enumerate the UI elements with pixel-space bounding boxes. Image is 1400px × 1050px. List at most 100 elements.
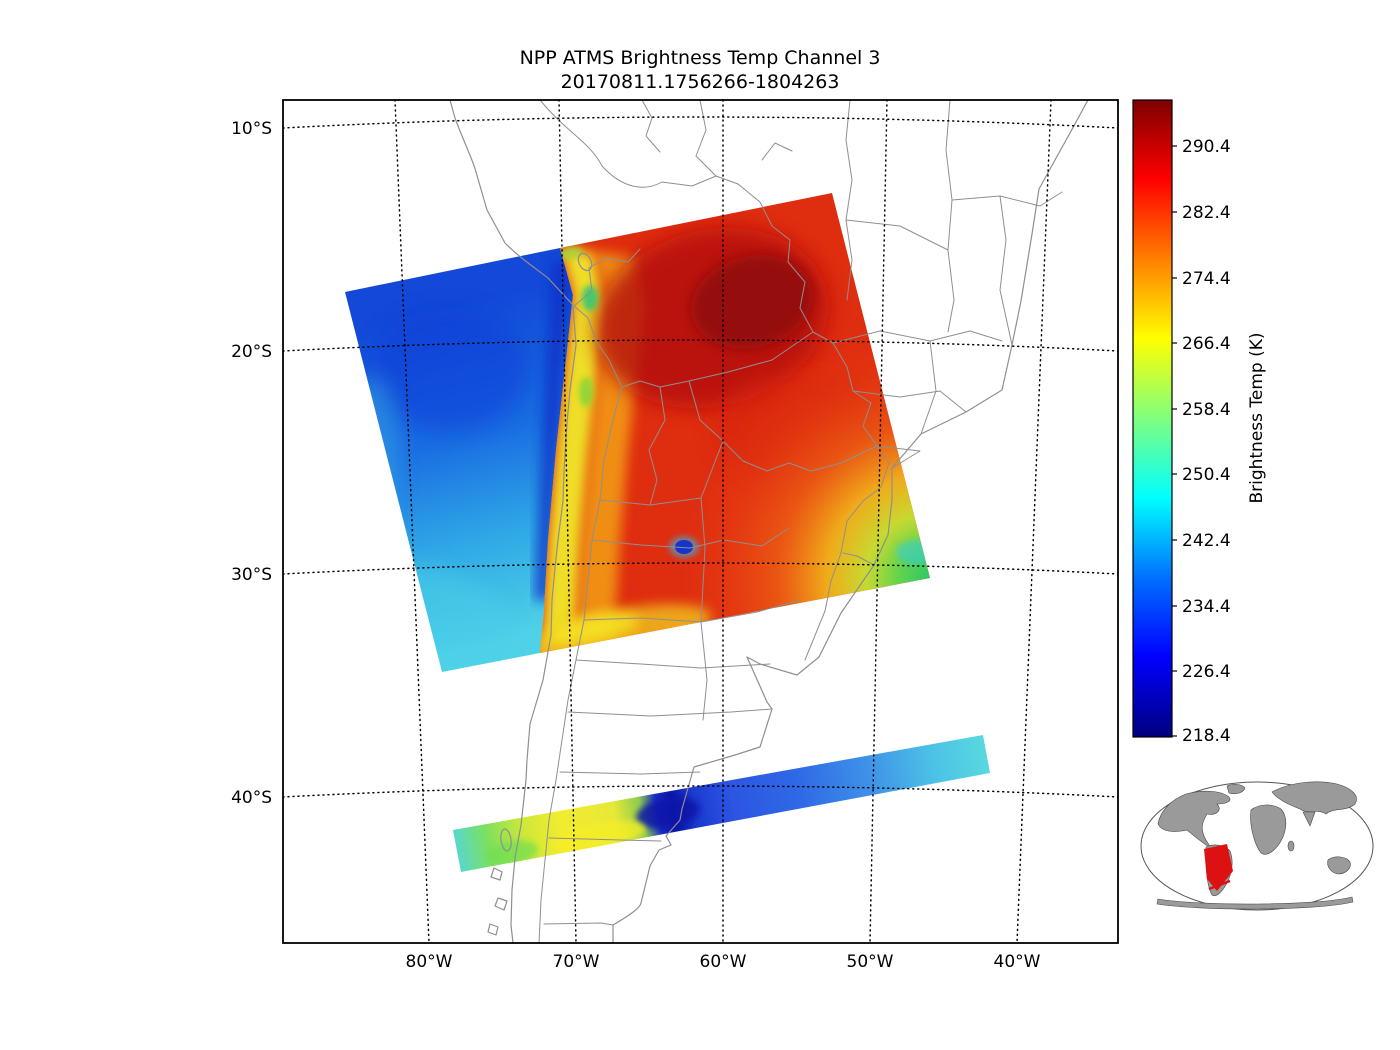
lon-tick-label: 80°W xyxy=(406,952,453,972)
colorbar-tick-label: 258.4 xyxy=(1182,400,1231,420)
south-bright-yellow xyxy=(550,612,640,644)
parallel-30S xyxy=(283,562,1118,575)
colorbar-tick-label: 234.4 xyxy=(1182,597,1231,617)
border-segment xyxy=(648,386,666,506)
border-segment xyxy=(548,837,662,842)
border-segment xyxy=(695,100,717,177)
border-segment xyxy=(688,331,814,382)
world-inset xyxy=(1140,781,1374,911)
border-segment xyxy=(641,100,661,153)
lat-tick-label: 30°S xyxy=(231,565,272,585)
axes-frame xyxy=(282,99,1119,944)
parallel-10S xyxy=(283,116,1118,129)
colorbar-tick-label: 282.4 xyxy=(1182,203,1231,223)
border-segment xyxy=(999,195,1013,346)
graticule xyxy=(283,100,1118,943)
parallel-20S xyxy=(283,339,1118,352)
figure-title: NPP ATMS Brightness Temp Channel 3 xyxy=(520,47,881,69)
border-segment xyxy=(543,922,614,926)
meridian-70W xyxy=(558,100,577,943)
strip-overlays xyxy=(486,797,700,866)
lon-tick-label: 40°W xyxy=(994,952,1041,972)
coastlines xyxy=(449,100,1089,943)
border-segment xyxy=(573,248,641,307)
border-segment xyxy=(845,219,949,251)
continent-africa xyxy=(1250,804,1287,855)
colorbar-axis-label: Brightness Temp (K) xyxy=(1247,332,1267,503)
continent-north-america xyxy=(1157,790,1231,849)
border-segment xyxy=(862,445,890,502)
border-segment xyxy=(567,708,773,717)
colorbar-tick-label: 250.4 xyxy=(1182,465,1231,485)
colorbar-tick-label: 242.4 xyxy=(1182,531,1231,551)
colorbar: 290.4 282.4 274.4 266.4 258.4 250.4 242.… xyxy=(1132,99,1267,746)
main-swath-land xyxy=(540,193,930,653)
figure-subtitle: 20170811.1756266-1804263 xyxy=(561,71,840,93)
colorbar-tick-label: 218.4 xyxy=(1182,726,1231,746)
continent-eurasia xyxy=(1271,781,1357,815)
colorbar-gradient xyxy=(1132,99,1173,738)
border-segment xyxy=(559,771,701,775)
swath-footprint xyxy=(1204,844,1233,891)
border-segment xyxy=(761,142,793,161)
border-segment xyxy=(591,527,790,549)
continent-madagascar xyxy=(1287,840,1295,852)
border-segment xyxy=(876,445,921,469)
island-2 xyxy=(494,897,508,911)
border-segment xyxy=(804,500,864,661)
island-1 xyxy=(490,867,503,881)
country-borders xyxy=(538,100,1063,943)
atlantic-coastline xyxy=(612,100,1089,943)
lat-tick-label: 10°S xyxy=(231,119,272,139)
border-segment xyxy=(845,100,853,301)
cyan-streak xyxy=(345,375,400,525)
border-segment xyxy=(852,390,967,413)
meridian-50W xyxy=(869,100,888,943)
colorbar-ticks xyxy=(1172,145,1177,737)
pacific-coastline xyxy=(449,100,577,943)
lon-tick-label: 60°W xyxy=(700,952,747,972)
lat-tick-label: 20°S xyxy=(231,342,272,362)
axis-labels: 10°S 20°S 30°S 40°S 80°W 70°W 60°W 50°W … xyxy=(231,119,1041,972)
strip-navy-minimum xyxy=(636,797,700,829)
continent-india xyxy=(1302,811,1316,827)
continent-antarctica xyxy=(1156,896,1354,910)
map-content xyxy=(283,100,1118,943)
border-segment xyxy=(688,380,878,472)
colorbar-tick-label: 290.4 xyxy=(1182,137,1231,157)
colorbar-tick-label: 274.4 xyxy=(1182,269,1231,289)
border-segment xyxy=(920,340,937,435)
andes-cold-spot-1 xyxy=(582,285,598,311)
lon-tick-label: 70°W xyxy=(553,952,600,972)
island-chiloe xyxy=(500,828,512,852)
border-segment xyxy=(945,100,955,333)
colorbar-tick-label: 266.4 xyxy=(1182,334,1231,354)
border-segment xyxy=(573,305,623,388)
lon-tick-label: 50°W xyxy=(847,952,894,972)
border-segment xyxy=(539,100,739,188)
colorbar-tick-labels: 290.4 282.4 274.4 266.4 258.4 250.4 242.… xyxy=(1182,137,1231,746)
continent-greenland xyxy=(1226,783,1246,795)
border-segment xyxy=(599,440,724,506)
lake-cold-spot xyxy=(675,540,693,554)
border-segment xyxy=(737,183,814,333)
strip-yellow-segment xyxy=(550,820,646,852)
main-swath-ocean xyxy=(345,248,573,672)
swath-land-overlays xyxy=(540,193,930,653)
meridian-40W xyxy=(1016,100,1052,943)
inset-continents xyxy=(1156,781,1357,910)
teal-spot xyxy=(896,540,930,564)
cold-coast-band xyxy=(534,261,570,601)
strip-green-segment xyxy=(486,840,538,866)
southeast-cool-gradient xyxy=(540,193,930,653)
continent-australia xyxy=(1327,856,1351,875)
border-segment xyxy=(700,497,708,721)
border-segment xyxy=(575,659,771,669)
swath-footprint-strip xyxy=(1208,879,1231,891)
deep-blue-patch xyxy=(372,308,528,432)
border-segment xyxy=(951,191,1063,207)
map-axes: 10°S 20°S 30°S 40°S 80°W 70°W 60°W 50°W … xyxy=(231,47,1119,972)
parallel-40S xyxy=(283,785,1118,798)
